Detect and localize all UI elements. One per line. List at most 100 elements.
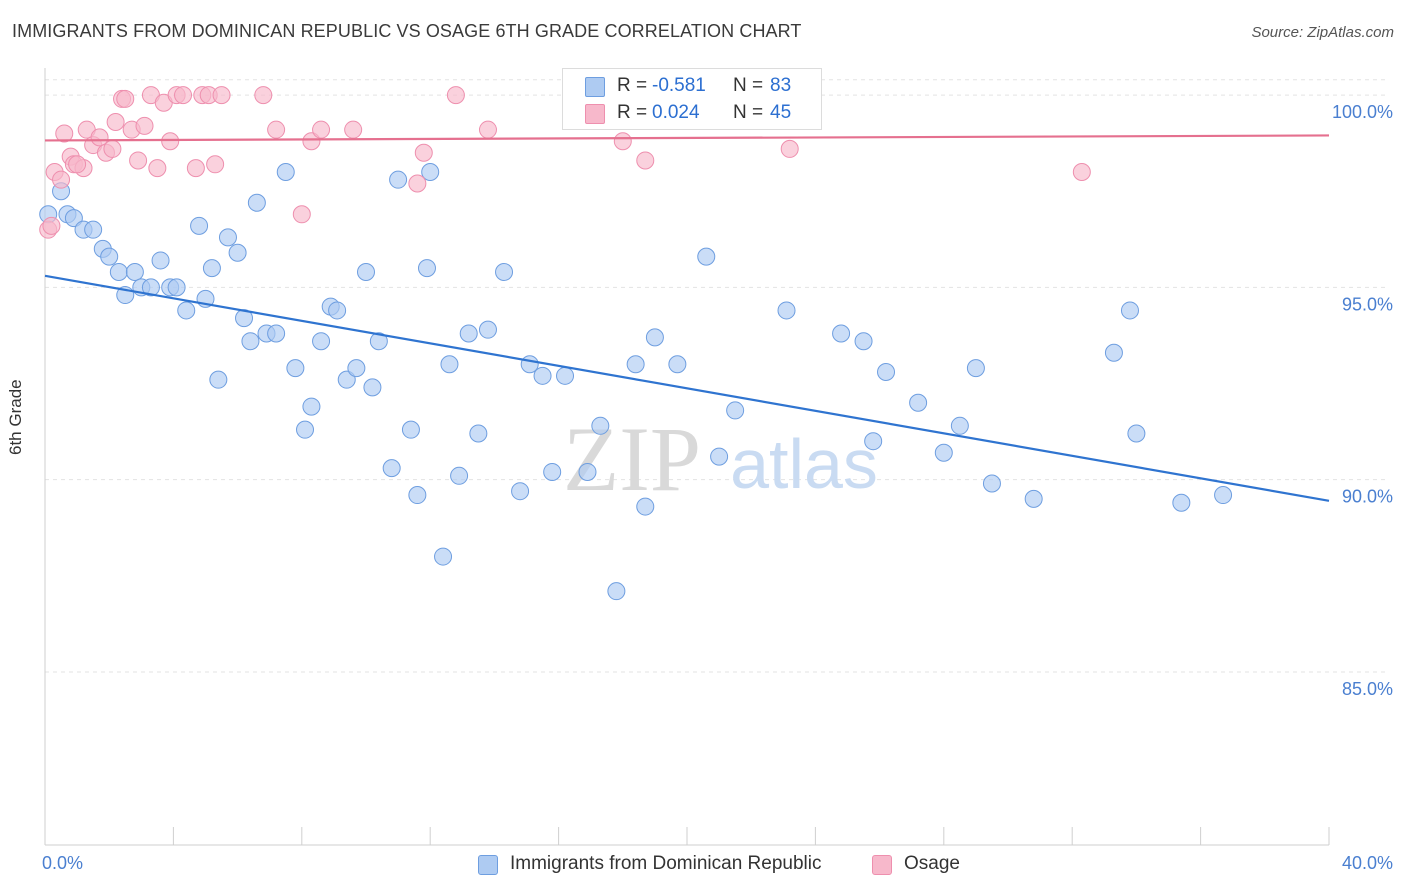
point-osage [414, 143, 433, 162]
point-dominican [864, 432, 883, 451]
legend-label: Immigrants from Dominican Republic [510, 853, 822, 874]
point-dominican [511, 482, 530, 501]
point-dominican [328, 301, 347, 320]
x-tick-label: 40.0% [1342, 853, 1393, 873]
point-dominican [401, 420, 420, 439]
y-tick-label: 85.0% [1342, 679, 1393, 699]
legend-swatch-blue [478, 855, 498, 875]
point-osage [636, 151, 655, 170]
point-dominican [832, 324, 851, 343]
point-osage [129, 151, 148, 170]
point-osage [135, 116, 154, 135]
point-dominican [966, 359, 985, 378]
point-dominican [241, 332, 260, 351]
point-osage [446, 86, 465, 105]
watermark-atlas: atlas [730, 425, 878, 503]
point-osage [106, 112, 125, 131]
point-osage [292, 205, 311, 224]
point-dominican [276, 162, 295, 181]
point-dominican [125, 262, 144, 281]
point-dominican [302, 397, 321, 416]
point-osage [478, 120, 497, 139]
point-osage [206, 155, 225, 174]
point-dominican [533, 366, 552, 385]
point-dominican [177, 301, 196, 320]
point-osage [55, 124, 74, 143]
point-dominican [440, 355, 459, 374]
point-dominican [1120, 301, 1139, 320]
point-dominican [543, 462, 562, 481]
point-dominican [190, 216, 209, 235]
point-dominican [421, 162, 440, 181]
point-dominican [417, 259, 436, 278]
point-osage [212, 86, 231, 105]
point-dominican [209, 370, 228, 389]
point-osage [148, 159, 167, 178]
point-dominican [109, 262, 128, 281]
point-dominican [267, 324, 286, 343]
point-dominican [478, 320, 497, 339]
trend-lines [44, 134, 1330, 502]
point-osage [42, 216, 61, 235]
legend-swatch-pink [872, 855, 892, 875]
point-dominican [607, 582, 626, 601]
point-dominican [726, 401, 745, 420]
point-dominican [382, 459, 401, 478]
axes [44, 68, 1330, 846]
y-tick-label: 100.0% [1332, 102, 1393, 122]
n-value: 45 [770, 102, 792, 123]
point-osage [780, 139, 799, 158]
point-osage [52, 170, 71, 189]
watermark-zip: ZIP [563, 408, 701, 510]
point-osage [344, 120, 363, 139]
legend-swatch-pink [585, 104, 605, 124]
point-dominican [1104, 343, 1123, 362]
source-credit: Source: ZipAtlas.com [1251, 24, 1394, 41]
point-dominican [167, 278, 186, 297]
point-osage [68, 155, 87, 174]
point-dominican [151, 251, 170, 270]
point-dominican [296, 420, 315, 439]
point-dominican [636, 497, 655, 516]
point-dominican [459, 324, 478, 343]
point-dominican [578, 462, 597, 481]
point-dominican [950, 416, 969, 435]
point-osage [116, 89, 135, 108]
point-dominican [247, 193, 266, 212]
n-label: N = [733, 75, 764, 96]
stats-legend: R = -0.581 N = 83 R = 0.024 N = 45 [562, 68, 822, 130]
point-dominican [854, 332, 873, 351]
point-osage [90, 128, 109, 147]
trend-line-osage [44, 134, 1330, 142]
point-dominican [434, 547, 453, 566]
point-dominican [645, 328, 664, 347]
point-dominican [469, 424, 488, 443]
point-dominican [495, 262, 514, 281]
point-dominican [450, 466, 469, 485]
point-dominican [228, 243, 247, 262]
point-dominican [357, 262, 375, 281]
point-osage [174, 86, 193, 105]
point-dominican [697, 247, 716, 266]
point-osage [103, 139, 122, 158]
point-osage [161, 132, 180, 151]
point-dominican [312, 332, 331, 351]
chart-title: IMMIGRANTS FROM DOMINICAN REPUBLIC VS OS… [12, 21, 802, 41]
data-points [39, 86, 1233, 601]
r-value: 0.024 [652, 102, 700, 123]
point-osage [408, 174, 427, 193]
point-dominican [1127, 424, 1146, 443]
r-label: R = [617, 102, 648, 123]
r-label: R = [617, 75, 648, 96]
point-dominican [668, 355, 687, 374]
grid-lines [45, 79, 1389, 673]
point-osage [1072, 162, 1091, 181]
point-osage [302, 132, 321, 151]
r-value: -0.581 [652, 75, 706, 96]
point-dominican [389, 170, 408, 189]
x-tick-label: 0.0% [42, 853, 83, 873]
point-dominican [218, 228, 237, 247]
point-dominican [877, 362, 896, 381]
y-axis-title: 6th Grade [6, 379, 25, 455]
point-dominican [1172, 493, 1191, 512]
